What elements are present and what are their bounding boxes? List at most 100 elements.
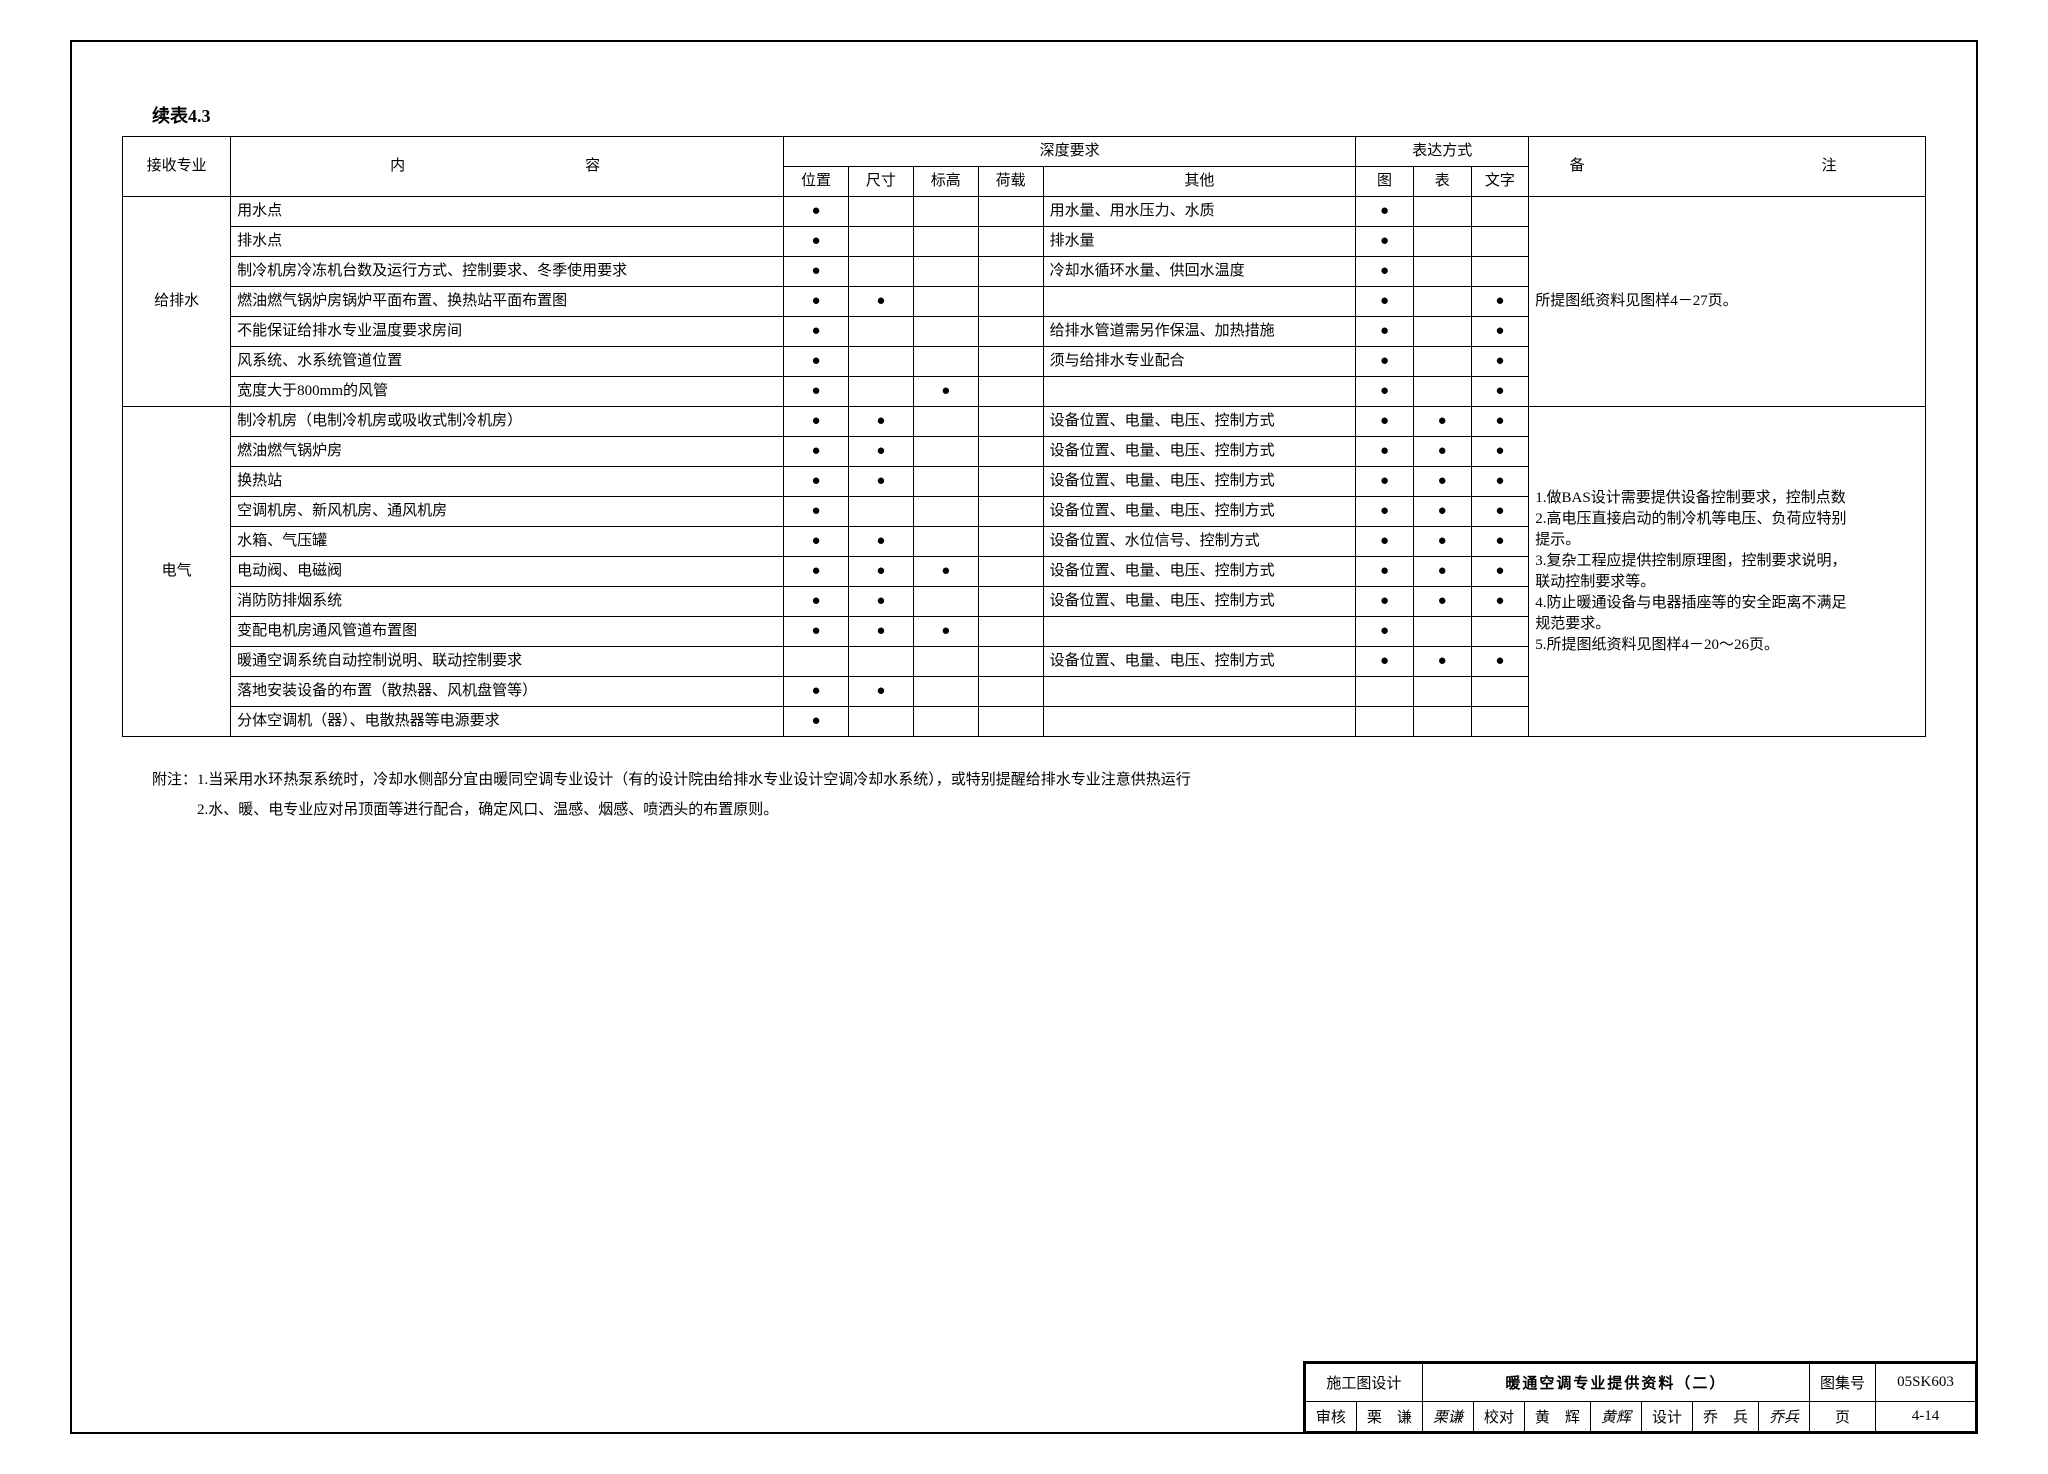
tb-review-label: 审核: [1305, 1402, 1356, 1432]
dot-cell: ●: [1356, 587, 1414, 617]
dot-cell: [1471, 197, 1529, 227]
dot-cell: [848, 707, 913, 737]
dot-cell: [1413, 317, 1471, 347]
tb-designer-label: 设计: [1641, 1402, 1692, 1432]
tb-designer: 乔 兵: [1692, 1402, 1758, 1432]
dot-cell: ●: [1356, 257, 1414, 287]
content-cell: 空调机房、新风机房、通风机房: [231, 497, 784, 527]
dot-cell: ●: [784, 527, 849, 557]
dot-cell: ●: [1471, 647, 1529, 677]
other-cell: [1043, 617, 1356, 647]
other-cell: 排水量: [1043, 227, 1356, 257]
dot-cell: ●: [1471, 587, 1529, 617]
tb-check-label: 校对: [1473, 1402, 1524, 1432]
content-cell: 燃油燃气锅炉房锅炉平面布置、换热站平面布置图: [231, 287, 784, 317]
dot-cell: ●: [913, 617, 978, 647]
tb-design-label: 施工图设计: [1305, 1364, 1422, 1402]
th-drawing: 图: [1356, 167, 1414, 197]
dot-cell: ●: [1356, 317, 1414, 347]
th-elevation: 标高: [913, 167, 978, 197]
dot-cell: [913, 707, 978, 737]
other-cell: 设备位置、电量、电压、控制方式: [1043, 587, 1356, 617]
dot-cell: ●: [1413, 557, 1471, 587]
dot-cell: ●: [1413, 647, 1471, 677]
th-remark: 备 注: [1529, 137, 1926, 197]
dot-cell: ●: [1356, 617, 1414, 647]
dot-cell: ●: [784, 437, 849, 467]
table-title: 续表4.3: [152, 102, 1926, 128]
dot-cell: ●: [784, 377, 849, 407]
dot-cell: [1413, 707, 1471, 737]
th-content: 内 容: [231, 137, 784, 197]
dot-cell: [913, 497, 978, 527]
dot-cell: ●: [1471, 467, 1529, 497]
tb-setno: 05SK603: [1876, 1364, 1976, 1402]
content-cell: 分体空调机（器）、电散热器等电源要求: [231, 707, 784, 737]
dot-cell: [848, 227, 913, 257]
dot-cell: [848, 197, 913, 227]
dot-cell: [1413, 227, 1471, 257]
dot-cell: [1471, 677, 1529, 707]
dot-cell: [978, 197, 1043, 227]
dot-cell: [1413, 617, 1471, 647]
dot-cell: [978, 257, 1043, 287]
dot-cell: [978, 347, 1043, 377]
dot-cell: ●: [1356, 467, 1414, 497]
content-cell: 消防防排烟系统: [231, 587, 784, 617]
dot-cell: [1413, 287, 1471, 317]
dot-cell: ●: [1356, 287, 1414, 317]
notes-line1: 1.当采用水环热泵系统时，冷却水侧部分宜由暖同空调专业设计（有的设计院由给排水专…: [197, 772, 1191, 788]
dot-cell: ●: [1356, 227, 1414, 257]
dot-cell: ●: [784, 617, 849, 647]
dot-cell: [1471, 227, 1529, 257]
table-row: 电气制冷机房（电制冷机房或吸收式制冷机房）●●设备位置、电量、电压、控制方式●●…: [123, 407, 1926, 437]
dot-cell: ●: [1471, 407, 1529, 437]
dot-cell: [978, 647, 1043, 677]
tb-checker-sig: 黄辉: [1590, 1402, 1641, 1432]
other-cell: 须与给排水专业配合: [1043, 347, 1356, 377]
th-text: 文字: [1471, 167, 1529, 197]
dot-cell: ●: [784, 317, 849, 347]
tb-reviewer-sig: 栗谦: [1422, 1402, 1473, 1432]
dot-cell: [913, 257, 978, 287]
tb-checker: 黄 辉: [1524, 1402, 1590, 1432]
dot-cell: [978, 317, 1043, 347]
dot-cell: [1356, 707, 1414, 737]
dot-cell: ●: [848, 527, 913, 557]
dot-cell: ●: [784, 467, 849, 497]
other-cell: 设备位置、电量、电压、控制方式: [1043, 497, 1356, 527]
tb-designer-sig: 乔兵: [1758, 1402, 1809, 1432]
remark-cell: 所提图纸资料见图样4－27页。: [1529, 197, 1926, 407]
dot-cell: ●: [913, 557, 978, 587]
dot-cell: [1471, 257, 1529, 287]
th-receive: 接收专业: [123, 137, 231, 197]
dot-cell: [1413, 197, 1471, 227]
content-cell: 用水点: [231, 197, 784, 227]
dot-cell: [913, 437, 978, 467]
other-cell: 设备位置、电量、电压、控制方式: [1043, 557, 1356, 587]
other-cell: 用水量、用水压力、水质: [1043, 197, 1356, 227]
dot-cell: ●: [784, 227, 849, 257]
dot-cell: ●: [784, 587, 849, 617]
dot-cell: [848, 347, 913, 377]
content-cell: 宽度大于800mm的风管: [231, 377, 784, 407]
dot-cell: [978, 677, 1043, 707]
dot-cell: [913, 467, 978, 497]
dot-cell: ●: [1413, 587, 1471, 617]
dot-cell: ●: [1471, 317, 1529, 347]
dot-cell: ●: [784, 197, 849, 227]
content-cell: 不能保证给排水专业温度要求房间: [231, 317, 784, 347]
main-table: 接收专业 内 容 深度要求 表达方式 备 注 位置 尺寸 标高 荷载 其他 图 …: [122, 136, 1926, 737]
dot-cell: ●: [1356, 407, 1414, 437]
dot-cell: ●: [1356, 557, 1414, 587]
table-row: 给排水用水点●用水量、用水压力、水质●所提图纸资料见图样4－27页。: [123, 197, 1926, 227]
title-block: 施工图设计 暖通空调专业提供资料（二） 图集号 05SK603 审核 栗 谦 栗…: [1303, 1361, 1976, 1432]
dot-cell: [913, 287, 978, 317]
dot-cell: [978, 377, 1043, 407]
dot-cell: ●: [1413, 497, 1471, 527]
dot-cell: ●: [1413, 527, 1471, 557]
content-cell: 水箱、气压罐: [231, 527, 784, 557]
dot-cell: [1413, 377, 1471, 407]
dot-cell: ●: [1471, 527, 1529, 557]
content-cell: 落地安装设备的布置（散热器、风机盘管等）: [231, 677, 784, 707]
